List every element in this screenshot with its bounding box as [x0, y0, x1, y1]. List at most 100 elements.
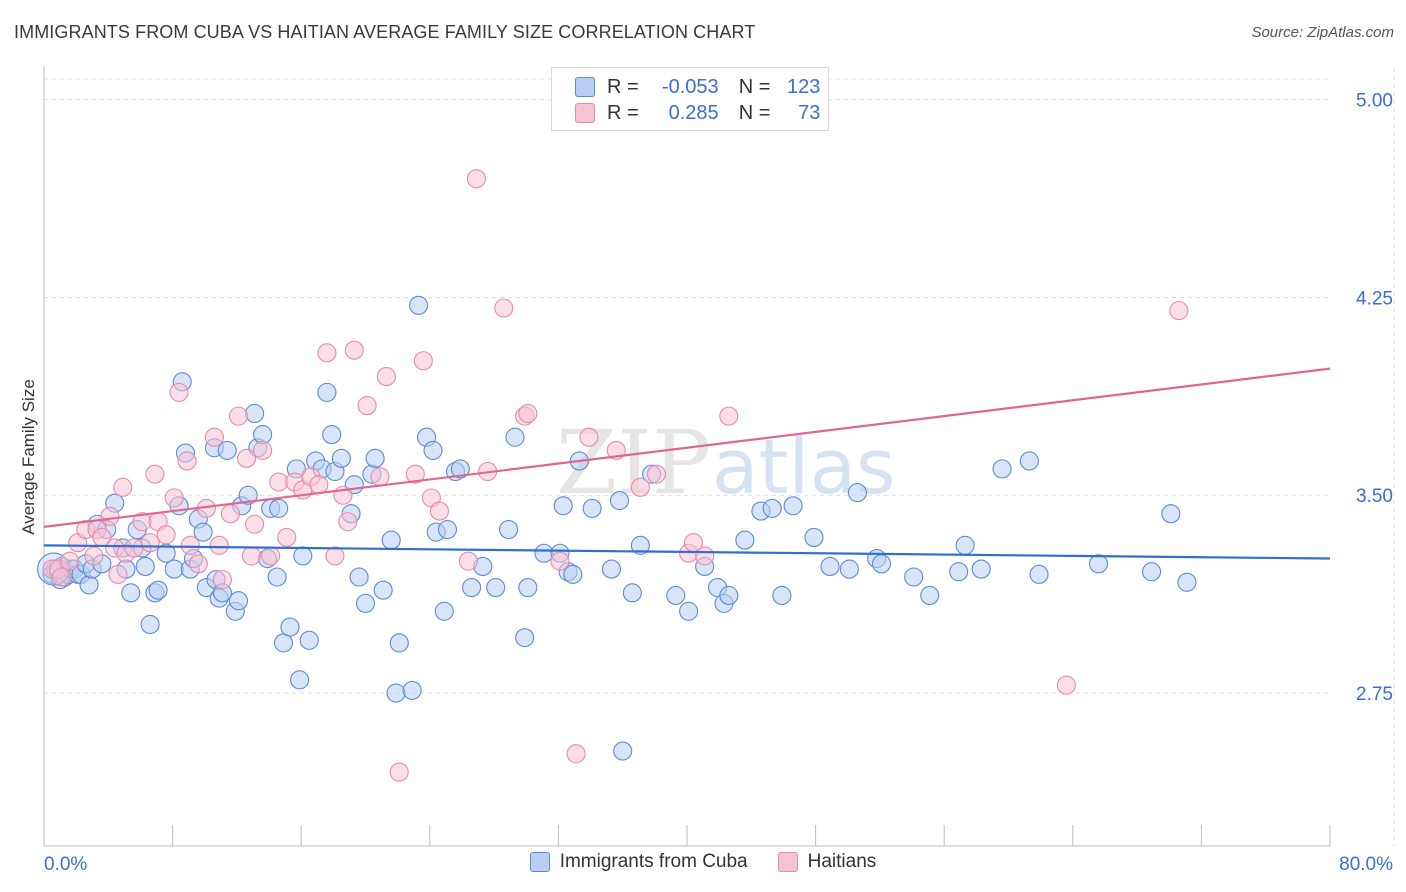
haiti-point: [338, 512, 358, 532]
source-credit: Source: ZipAtlas.com: [1251, 24, 1394, 41]
cuba-point: [920, 585, 940, 606]
cuba-point: [518, 577, 538, 598]
haiti-point: [212, 570, 232, 590]
cuba-point: [228, 591, 249, 611]
y-tick-label: 3.50: [1356, 486, 1393, 507]
cuba-point: [783, 496, 803, 516]
haiti-point: [60, 551, 80, 571]
cuba-point: [365, 448, 385, 468]
haiti-point: [52, 567, 72, 587]
haiti-point: [494, 298, 514, 318]
cuba-point: [386, 683, 406, 703]
haiti-point: [269, 472, 289, 492]
legend-r-label: R =: [607, 101, 639, 124]
cuba-point: [238, 485, 258, 505]
cuba-point: [515, 628, 535, 648]
cuba-point: [735, 530, 755, 550]
series-swatch-cuba: [529, 852, 550, 872]
haiti-point: [389, 762, 409, 782]
cuba-point: [613, 741, 633, 761]
cuba-point: [280, 617, 300, 637]
haiti-point: [1169, 301, 1189, 321]
cuba-point: [955, 535, 975, 555]
cuba-point: [290, 670, 310, 690]
cuba-point: [1029, 564, 1049, 584]
cuba-point: [949, 562, 969, 582]
haiti-point: [325, 546, 345, 566]
cuba-point: [719, 585, 739, 606]
cuba-point: [293, 546, 313, 566]
cuba-point: [381, 530, 401, 550]
cuba-trend-line: [43, 544, 1331, 560]
haiti-point: [370, 467, 390, 487]
cuba-point: [971, 559, 991, 579]
cuba-point: [847, 483, 867, 503]
haiti-point: [646, 464, 667, 484]
cuba-point: [462, 577, 482, 598]
cuba-point: [355, 593, 376, 613]
y-tick-label: 4.25: [1356, 288, 1393, 309]
haiti-point: [566, 744, 586, 764]
haiti-point: [164, 488, 184, 508]
cuba-point: [904, 567, 924, 587]
haiti-point: [357, 396, 377, 416]
trend-lines: [43, 367, 1331, 560]
cuba-point: [437, 519, 458, 540]
cuba-point: [79, 575, 99, 595]
legend-n-label: N =: [738, 101, 771, 124]
haiti-point: [236, 448, 257, 468]
series-legend-haiti[interactable]: Haitians: [777, 851, 876, 873]
haiti-point: [429, 501, 449, 521]
cuba-point: [164, 559, 184, 579]
cuba-point: [389, 633, 409, 653]
cuba-point: [630, 535, 650, 555]
cuba-point: [269, 498, 289, 518]
cuba-point: [1161, 504, 1181, 524]
cuba-point: [423, 440, 443, 460]
cuba-point: [349, 567, 369, 587]
cuba-point: [1177, 572, 1197, 592]
haiti-point: [180, 535, 200, 555]
cuba-point: [804, 527, 824, 547]
cuba-point: [1088, 554, 1109, 574]
y-axis-label: Average Family Size: [19, 379, 38, 535]
cuba-point: [402, 680, 422, 700]
cuba-point: [148, 580, 168, 600]
haiti-point: [84, 546, 104, 566]
haiti-point: [145, 464, 165, 484]
haiti-point: [518, 403, 538, 424]
cuba-point: [331, 448, 351, 468]
haiti-point: [458, 551, 478, 571]
haiti-point: [309, 475, 329, 495]
haiti-point: [108, 564, 128, 584]
cuba-point: [679, 601, 699, 621]
haiti-trend-line: [43, 367, 1331, 528]
haiti-point: [100, 506, 120, 526]
haiti-point: [1056, 675, 1076, 695]
cuba-point: [140, 614, 160, 635]
series-legend-cuba[interactable]: Immigrants from Cuba: [529, 851, 748, 873]
cuba-point: [839, 559, 859, 579]
x-tick-label-max: 80.0%: [1339, 854, 1393, 875]
haiti-point: [177, 451, 197, 471]
haiti-point: [220, 504, 241, 524]
cuba-point: [373, 580, 393, 600]
legend-n-value: 123: [787, 75, 821, 98]
legend-row-haiti: R = 0.285 N = 73: [552, 101, 820, 125]
haiti-point: [376, 367, 396, 387]
cuba-points: [37, 295, 1197, 761]
cuba-point: [217, 440, 237, 460]
haiti-point: [405, 464, 425, 484]
cuba-point: [553, 496, 573, 516]
haiti-point: [156, 525, 176, 545]
legend-r-label: R =: [607, 75, 639, 98]
cuba-point: [486, 577, 506, 598]
cuba-point: [245, 403, 265, 424]
haiti-point: [209, 535, 229, 555]
cuba-point: [772, 585, 792, 606]
y-tick-label: 2.75: [1356, 684, 1393, 705]
cuba-point: [408, 295, 429, 315]
x-tick-labels: 0.0% 80.0%: [44, 854, 1393, 875]
chart-title: IMMIGRANTS FROM CUBA VS HAITIAN AVERAGE …: [14, 22, 756, 42]
